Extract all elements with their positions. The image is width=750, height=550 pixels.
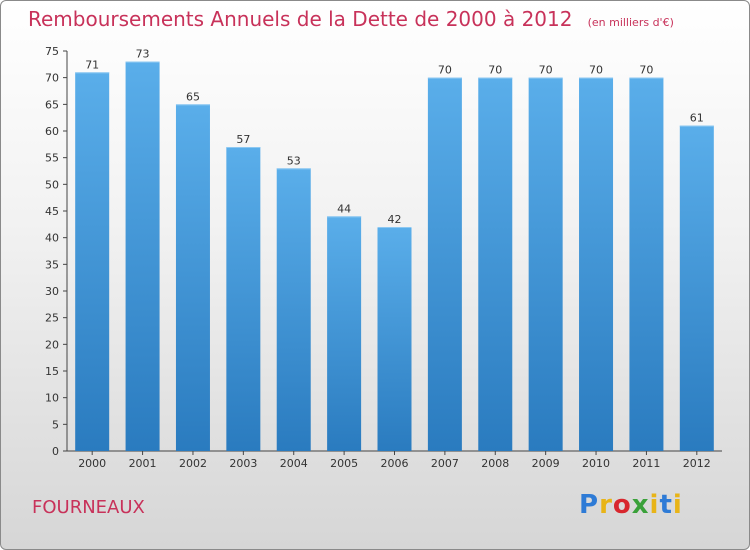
chart-title: Remboursements Annuels de la Dette de 20… [28,7,573,31]
data-label: 70 [438,64,452,77]
y-tick-label: 15 [45,365,59,378]
y-tick-label: 75 [45,45,59,58]
brand-letter: x [631,490,650,520]
x-tick-label: 2009 [532,457,560,470]
bar [75,72,110,451]
brand-letter: r [599,490,613,520]
x-tick-label: 2007 [431,457,459,470]
brand-letter: i [649,490,660,520]
data-label: 65 [186,90,200,103]
brand-letter: P [579,490,600,520]
bar [579,77,614,452]
chart-unit: (en milliers d'€) [587,16,674,29]
bar [175,104,210,451]
y-tick-label: 60 [45,125,59,138]
y-tick-label: 40 [45,232,59,245]
x-tick-label: 2003 [229,457,257,470]
x-tick-label: 2001 [129,457,157,470]
x-tick-label: 2000 [78,457,106,470]
y-tick-label: 35 [45,258,59,271]
commune-name: FOURNEAUX [32,497,145,518]
bar [528,77,563,452]
x-tick-label: 2006 [381,457,409,470]
data-label: 71 [85,58,99,71]
bar [629,77,664,452]
brand-letter: i [672,490,683,520]
bar [125,61,160,452]
y-tick-label: 0 [52,445,59,458]
bar [377,227,412,451]
y-tick-label: 70 [45,72,59,85]
bar [679,125,714,452]
data-label: 44 [337,202,351,215]
data-label: 70 [488,64,502,77]
x-tick-label: 2010 [582,457,610,470]
proxiti-logo: Proxiti [579,490,683,520]
y-tick-label: 25 [45,312,59,325]
bar [427,77,462,452]
data-label: 70 [589,64,603,77]
y-tick-label: 50 [45,178,59,191]
data-label: 61 [690,112,704,125]
title-row: Remboursements Annuels de la Dette de 20… [28,7,674,31]
data-label: 42 [388,213,402,226]
data-label: 70 [639,64,653,77]
bar [226,147,261,451]
y-tick-label: 55 [45,152,59,165]
data-label: 57 [236,133,250,146]
brand-letter: o [612,490,632,520]
x-tick-label: 2002 [179,457,207,470]
data-label: 73 [136,48,150,61]
y-tick-label: 65 [45,98,59,111]
y-tick-label: 5 [52,418,59,431]
x-tick-label: 2005 [330,457,358,470]
brand-letter: t [659,490,673,520]
y-tick-label: 45 [45,205,59,218]
data-label: 53 [287,154,301,167]
y-tick-label: 10 [45,392,59,405]
bar [276,168,311,452]
bar [478,77,513,452]
bar [327,216,362,451]
x-tick-label: 2011 [632,457,660,470]
x-tick-label: 2008 [481,457,509,470]
data-label: 70 [539,64,553,77]
x-tick-label: 2004 [280,457,308,470]
y-tick-label: 30 [45,285,59,298]
x-tick-label: 2012 [683,457,711,470]
y-tick-label: 20 [45,338,59,351]
